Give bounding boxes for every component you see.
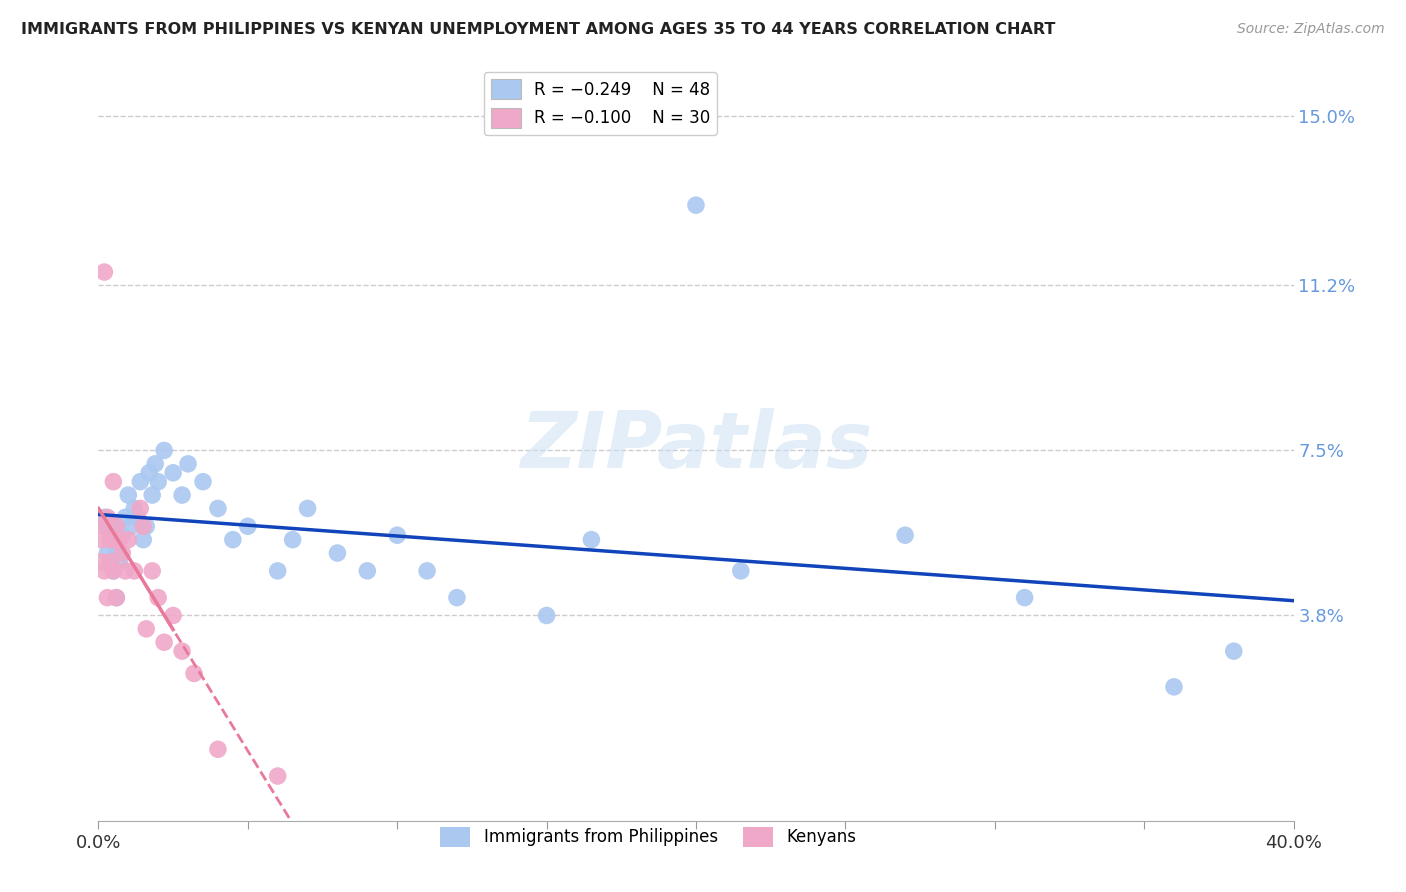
Point <box>103 519 125 533</box>
Point <box>148 591 170 605</box>
Point <box>111 546 134 560</box>
Point <box>416 564 439 578</box>
Point <box>297 501 319 516</box>
Point <box>93 564 115 578</box>
Point <box>536 608 558 623</box>
Point <box>108 533 131 547</box>
Point <box>103 533 125 547</box>
Point <box>141 488 163 502</box>
Point <box>129 475 152 489</box>
Point <box>90 533 112 547</box>
Point <box>177 457 200 471</box>
Point <box>96 519 118 533</box>
Point <box>581 533 603 547</box>
Point <box>135 519 157 533</box>
Point <box>153 443 176 458</box>
Point <box>162 608 184 623</box>
Point <box>236 519 259 533</box>
Point <box>267 769 290 783</box>
Point <box>124 564 146 578</box>
Point <box>356 564 378 578</box>
Point <box>132 519 155 533</box>
Point <box>114 564 136 578</box>
Text: Source: ZipAtlas.com: Source: ZipAtlas.com <box>1237 22 1385 37</box>
Point <box>191 475 214 489</box>
Point <box>326 546 349 560</box>
Point <box>730 564 752 578</box>
Point <box>105 591 128 605</box>
Point <box>117 533 139 547</box>
Point <box>1014 591 1036 605</box>
Point <box>103 564 125 578</box>
Point <box>207 501 229 516</box>
Point <box>108 533 131 547</box>
Point <box>103 564 125 578</box>
Point <box>103 475 125 489</box>
Point <box>446 591 468 605</box>
Point <box>93 265 115 279</box>
Point <box>222 533 245 547</box>
Point <box>93 519 115 533</box>
Point <box>111 528 134 542</box>
Point <box>894 528 917 542</box>
Point <box>98 533 122 547</box>
Point <box>98 555 122 569</box>
Point <box>385 528 409 542</box>
Point <box>281 533 304 547</box>
Point <box>127 510 149 524</box>
Point <box>108 555 131 569</box>
Point <box>105 519 128 533</box>
Point <box>114 510 136 524</box>
Point <box>172 644 194 658</box>
Point <box>105 591 128 605</box>
Point <box>124 501 146 516</box>
Text: IMMIGRANTS FROM PHILIPPINES VS KENYAN UNEMPLOYMENT AMONG AGES 35 TO 44 YEARS COR: IMMIGRANTS FROM PHILIPPINES VS KENYAN UN… <box>21 22 1056 37</box>
Point <box>162 466 184 480</box>
Point <box>132 533 155 547</box>
Point <box>138 466 160 480</box>
Point <box>98 555 122 569</box>
Point <box>105 546 128 560</box>
Point <box>267 564 290 578</box>
Point <box>135 622 157 636</box>
Point <box>1163 680 1185 694</box>
Point <box>96 510 118 524</box>
Point <box>183 666 205 681</box>
Point <box>143 457 166 471</box>
Point <box>148 475 170 489</box>
Point <box>1223 644 1246 658</box>
Point <box>98 533 122 547</box>
Point <box>153 635 176 649</box>
Point <box>96 546 118 560</box>
Point <box>120 519 142 533</box>
Point <box>172 488 194 502</box>
Legend: Immigrants from Philippines, Kenyans: Immigrants from Philippines, Kenyans <box>433 820 863 854</box>
Point <box>141 564 163 578</box>
Point <box>207 742 229 756</box>
Point <box>685 198 707 212</box>
Point <box>117 488 139 502</box>
Point <box>129 501 152 516</box>
Point <box>96 591 118 605</box>
Point <box>93 510 115 524</box>
Text: ZIPatlas: ZIPatlas <box>520 408 872 484</box>
Point <box>90 555 112 569</box>
